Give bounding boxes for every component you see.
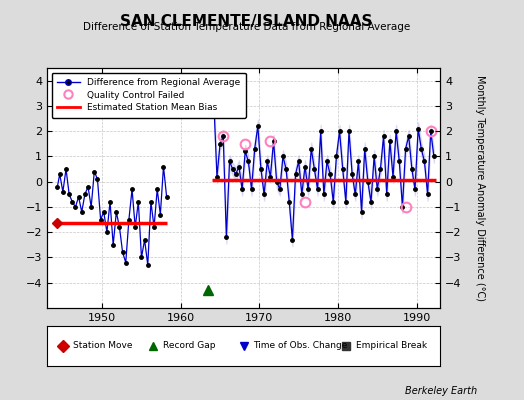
Text: Time of Obs. Change: Time of Obs. Change — [254, 342, 348, 350]
Y-axis label: Monthly Temperature Anomaly Difference (°C): Monthly Temperature Anomaly Difference (… — [475, 75, 485, 301]
Text: Record Gap: Record Gap — [163, 342, 215, 350]
Text: Difference of Station Temperature Data from Regional Average: Difference of Station Temperature Data f… — [83, 22, 410, 32]
Text: Empirical Break: Empirical Break — [356, 342, 427, 350]
Text: Berkeley Earth: Berkeley Earth — [405, 386, 477, 396]
Legend: Difference from Regional Average, Quality Control Failed, Estimated Station Mean: Difference from Regional Average, Qualit… — [52, 72, 246, 118]
Text: SAN CLEMENTE/ISLAND NAAS: SAN CLEMENTE/ISLAND NAAS — [120, 14, 373, 29]
Text: Station Move: Station Move — [73, 342, 132, 350]
